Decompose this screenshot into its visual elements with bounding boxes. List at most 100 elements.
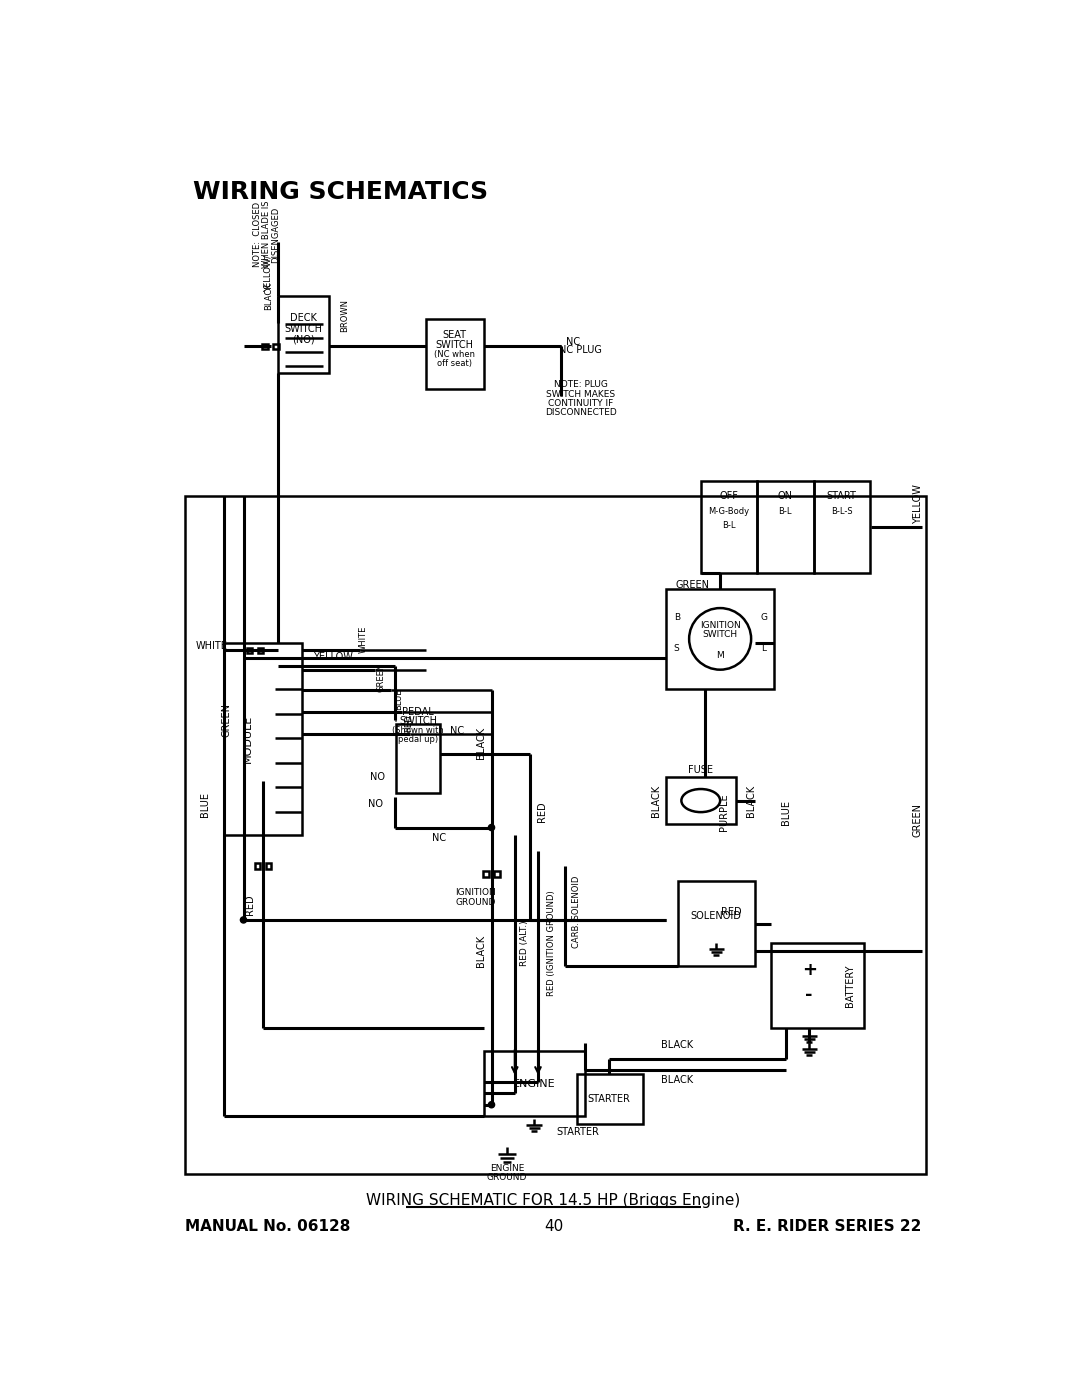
Bar	[273, 344, 279, 349]
Bar	[770, 943, 864, 1028]
Text: NO: NO	[368, 799, 382, 809]
Text: M-G-Body: M-G-Body	[708, 507, 750, 517]
Text: NOTE:  CLOSED: NOTE: CLOSED	[253, 203, 261, 267]
Circle shape	[488, 1102, 495, 1108]
Text: WIRING SCHEMATIC FOR 14.5 HP (Briggs Engine): WIRING SCHEMATIC FOR 14.5 HP (Briggs Eng…	[366, 1193, 741, 1208]
Text: B-L: B-L	[779, 507, 792, 517]
Bar	[255, 863, 260, 869]
Text: DECK: DECK	[289, 313, 316, 323]
Text: 40: 40	[544, 1220, 563, 1234]
Text: SWITCH: SWITCH	[399, 717, 437, 726]
Text: WHITE: WHITE	[195, 641, 227, 651]
Text: BROWN: BROWN	[340, 299, 349, 332]
Text: GROUND: GROUND	[487, 1173, 527, 1182]
Text: IGNITION: IGNITION	[456, 888, 497, 897]
Text: B-L: B-L	[721, 521, 735, 531]
Bar	[701, 481, 757, 573]
Bar	[279, 296, 328, 373]
Text: BLACK: BLACK	[476, 726, 486, 759]
Bar	[266, 863, 271, 869]
Text: NC PLUG: NC PLUG	[559, 345, 602, 355]
Text: GREEN: GREEN	[913, 803, 922, 837]
Text: M: M	[716, 651, 724, 661]
Text: RED (ALT.): RED (ALT.)	[521, 921, 529, 965]
Text: IGNITION: IGNITION	[700, 620, 741, 630]
Text: DISCONNECTED: DISCONNECTED	[544, 408, 617, 416]
Bar	[666, 778, 735, 824]
Text: B: B	[674, 613, 679, 622]
Text: -: -	[806, 986, 813, 1004]
Text: RED: RED	[537, 802, 546, 823]
Text: (NC when: (NC when	[434, 351, 475, 359]
Text: PEDAL: PEDAL	[402, 707, 434, 717]
Bar	[814, 481, 870, 573]
Text: FUSE: FUSE	[688, 764, 713, 775]
Text: off seat): off seat)	[436, 359, 472, 369]
Text: PURPLE: PURPLE	[719, 793, 729, 831]
Text: MODULE: MODULE	[242, 715, 253, 763]
Text: NC: NC	[449, 726, 463, 736]
Text: WHEN BLADE IS: WHEN BLADE IS	[262, 201, 271, 268]
Circle shape	[488, 824, 495, 831]
Text: SEAT: SEAT	[443, 330, 467, 339]
Text: SWITCH MAKES: SWITCH MAKES	[546, 390, 616, 398]
Text: BLACK: BLACK	[651, 785, 661, 817]
Text: SOLENOID: SOLENOID	[691, 911, 742, 921]
Text: BLUE: BLUE	[781, 799, 791, 824]
Bar	[225, 643, 301, 835]
Text: MANUAL No. 06128: MANUAL No. 06128	[186, 1220, 351, 1234]
Text: +: +	[801, 961, 816, 979]
Text: BLACK: BLACK	[476, 935, 486, 967]
Text: BLUE: BLUE	[200, 792, 210, 817]
Bar	[262, 344, 268, 349]
Text: CARB. SOLENOID: CARB. SOLENOID	[572, 876, 581, 949]
Text: OFF: OFF	[719, 492, 738, 502]
Text: SWITCH: SWITCH	[284, 324, 322, 334]
Text: YELLOW: YELLOW	[313, 651, 352, 662]
Text: WHITE: WHITE	[360, 626, 368, 652]
Text: NC: NC	[566, 338, 580, 348]
Text: START: START	[827, 492, 856, 502]
Text: ENGINE: ENGINE	[513, 1078, 555, 1088]
Text: R. E. RIDER SERIES 22: R. E. RIDER SERIES 22	[733, 1220, 921, 1234]
Bar	[484, 1051, 584, 1116]
Text: BATTERY: BATTERY	[845, 964, 854, 1007]
Text: NO: NO	[370, 773, 386, 782]
Text: SWITCH: SWITCH	[435, 339, 473, 349]
Bar	[396, 724, 440, 793]
Text: B-L-S: B-L-S	[831, 507, 852, 517]
Text: RED: RED	[404, 714, 413, 732]
Text: S: S	[674, 644, 679, 652]
Text: BLUE: BLUE	[394, 689, 403, 711]
Bar	[677, 882, 755, 967]
Bar	[258, 648, 264, 654]
Text: ON: ON	[778, 492, 793, 502]
Text: (NO): (NO)	[292, 334, 314, 344]
Bar	[495, 870, 500, 876]
Bar	[483, 870, 489, 876]
Text: YELLOW: YELLOW	[913, 485, 922, 524]
Text: YELLOW/: YELLOW/	[264, 254, 273, 292]
Text: (Shown with: (Shown with	[392, 726, 444, 735]
Bar	[577, 1074, 643, 1125]
Text: NOTE: PLUG: NOTE: PLUG	[554, 380, 608, 390]
Bar	[757, 481, 814, 573]
Text: DISENGAGED: DISENGAGED	[271, 207, 281, 263]
Text: GREEN: GREEN	[221, 703, 231, 736]
Text: RED: RED	[721, 907, 742, 918]
Text: BLACK: BLACK	[661, 1039, 693, 1049]
Bar	[186, 496, 926, 1173]
Text: BLACK: BLACK	[746, 785, 756, 817]
Text: RED: RED	[245, 894, 255, 915]
Text: WIRING SCHEMATICS: WIRING SCHEMATICS	[193, 180, 488, 204]
Bar	[246, 648, 253, 654]
Bar	[666, 588, 774, 689]
Text: ENGINE: ENGINE	[490, 1164, 524, 1173]
Text: L: L	[761, 644, 766, 652]
Text: GREEN: GREEN	[676, 580, 710, 590]
Text: CONTINUITY IF: CONTINUITY IF	[548, 398, 613, 408]
Text: pedal up): pedal up)	[397, 735, 437, 745]
Text: BLACK: BLACK	[661, 1076, 693, 1085]
Circle shape	[241, 916, 246, 923]
Text: G: G	[760, 613, 767, 622]
